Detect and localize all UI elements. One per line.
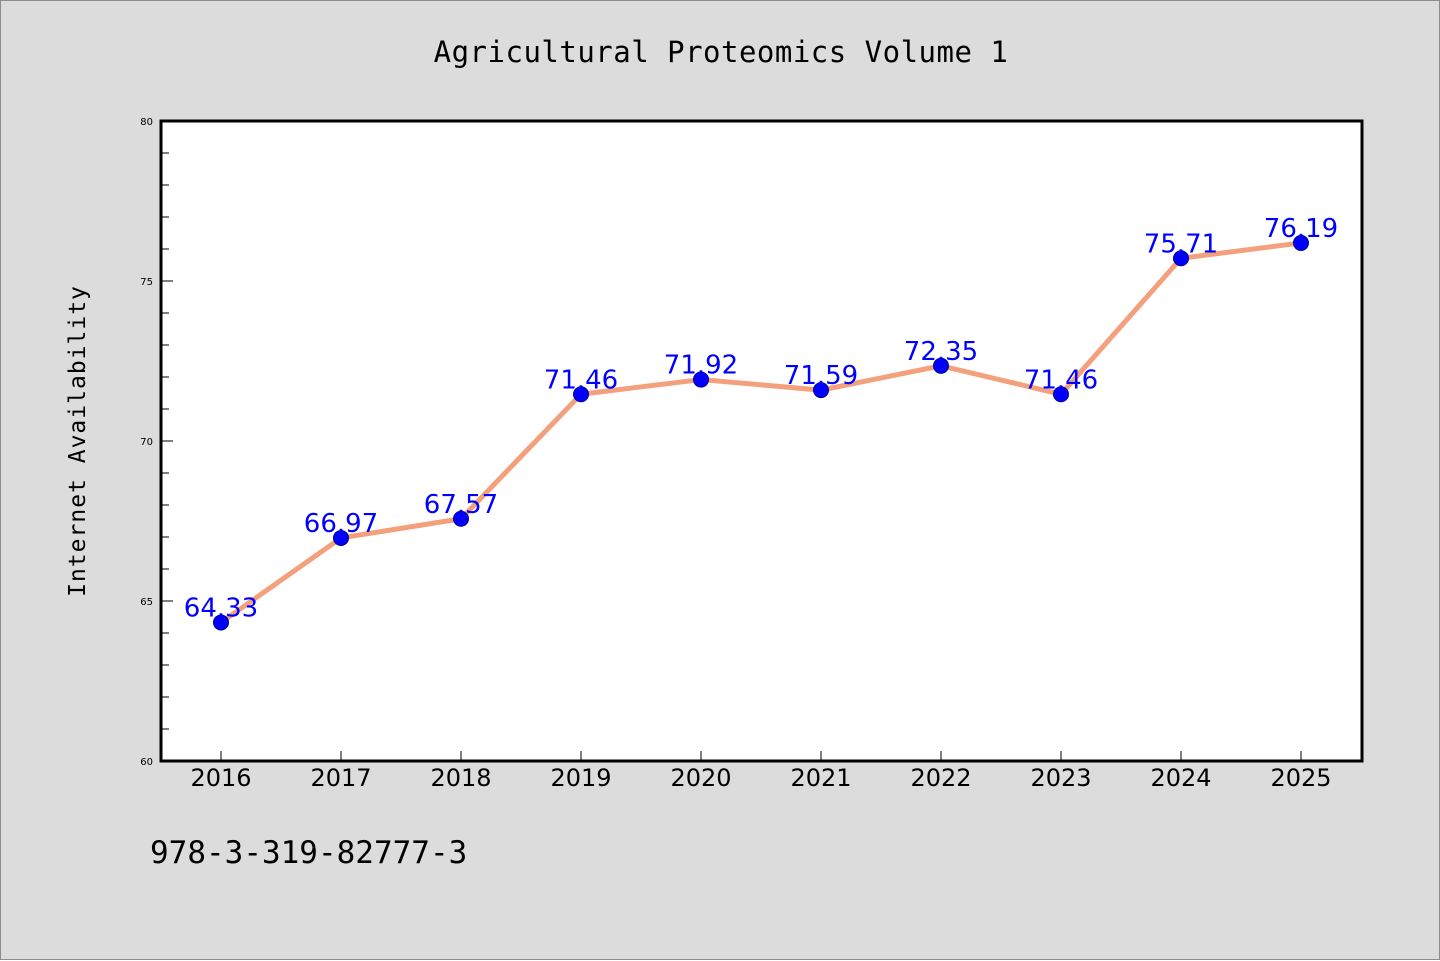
x-tick-label: 2017 xyxy=(310,764,371,792)
x-tick-label: 2020 xyxy=(670,764,731,792)
data-point-marker xyxy=(213,614,229,631)
plot-area xyxy=(161,121,1362,761)
data-point-marker xyxy=(1293,234,1309,251)
y-tick-label: 60 xyxy=(140,757,153,768)
y-tick-label: 75 xyxy=(140,277,153,288)
data-label: 64.33 xyxy=(184,593,258,623)
data-label: 71.59 xyxy=(784,361,858,391)
x-tick-label: 2023 xyxy=(1030,764,1091,792)
data-point-marker xyxy=(813,382,829,399)
x-tick-labels: 2016 2017 2018 2019 2020 2021 2022 2023 2024 2025 xyxy=(190,764,1331,792)
data-label: 67.57 xyxy=(424,490,498,520)
data-points xyxy=(213,234,1309,631)
x-tick-label: 2025 xyxy=(1270,764,1331,792)
data-label: 66.97 xyxy=(304,509,378,539)
y-axis-label: Internet Availability xyxy=(65,285,91,597)
x-tick-label: 2016 xyxy=(190,764,251,792)
data-point-marker xyxy=(453,510,469,527)
data-label: 71.46 xyxy=(1024,365,1098,395)
data-point-marker xyxy=(1053,386,1069,403)
data-labels: 64.33 66.97 67.57 71.46 71.92 71.59 72.35 71.46… xyxy=(184,214,1338,624)
x-tick-label: 2021 xyxy=(790,764,851,792)
chart-title: Agricultural Proteomics Volume 1 xyxy=(433,35,1009,69)
data-point-marker xyxy=(573,386,589,403)
data-point-marker xyxy=(333,529,349,546)
data-label: 71.46 xyxy=(544,365,618,395)
series-line xyxy=(218,240,1304,625)
data-point-marker xyxy=(693,371,709,388)
x-tick-label: 2019 xyxy=(550,764,611,792)
data-label: 72.35 xyxy=(904,337,978,367)
major-ticks xyxy=(161,120,1302,762)
x-tick-label: 2018 xyxy=(430,764,491,792)
data-label: 71.92 xyxy=(664,351,738,381)
plot-border xyxy=(159,119,1364,763)
y-tick-label: 80 xyxy=(140,117,153,128)
isbn-text: 978-3-319-82777-3 xyxy=(150,835,468,871)
y-tick-label: 65 xyxy=(140,597,153,608)
data-label: 75.71 xyxy=(1144,229,1218,259)
data-label: 76.19 xyxy=(1264,214,1338,244)
data-point-marker xyxy=(1173,250,1189,267)
y-tick-labels: 60 65 70 75 80 xyxy=(140,117,153,768)
x-tick-label: 2022 xyxy=(910,764,971,792)
data-point-marker xyxy=(933,357,949,374)
x-tick-label: 2024 xyxy=(1150,764,1211,792)
y-tick-label: 70 xyxy=(140,437,153,448)
